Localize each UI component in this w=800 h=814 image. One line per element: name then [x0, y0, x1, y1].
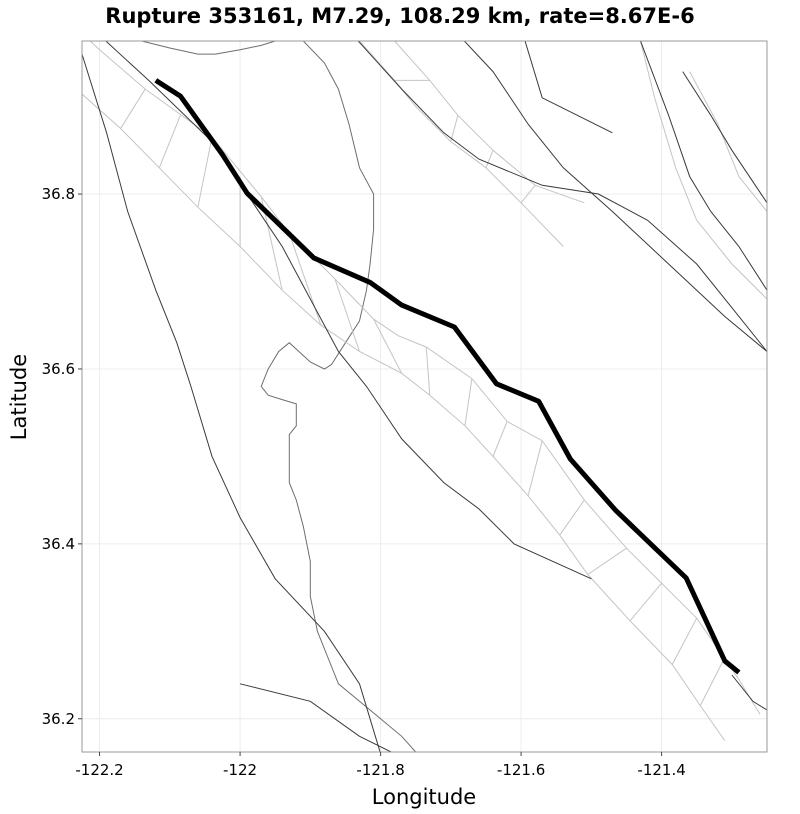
rupture-trace	[154, 78, 741, 675]
x-tick-label: -121.4	[637, 761, 685, 779]
fault-section-outline	[394, 41, 585, 204]
fault-trace	[463, 41, 767, 352]
fault-trace	[105, 41, 592, 580]
fault-section-divider	[671, 617, 698, 665]
fault-section-divider	[120, 88, 146, 129]
fault-trace	[640, 41, 767, 291]
fault-trace	[357, 41, 767, 352]
x-tick-label: -122	[223, 761, 257, 779]
fault-section-divider	[373, 318, 403, 374]
y-axis-title: Latitude	[7, 354, 31, 440]
fault-section-divider	[450, 115, 459, 142]
x-tick-label: -121.6	[497, 761, 545, 779]
fault-trace	[682, 71, 767, 204]
fault-section-divider	[485, 150, 494, 168]
x-axis-ticks: -122.2 -122 -121.8 -121.6 -121.4	[75, 752, 686, 779]
fault-section-divider	[699, 657, 726, 706]
y-tick-label: 36.6	[42, 360, 75, 378]
fault-trace	[82, 53, 381, 752]
fault-section-divider	[197, 137, 213, 208]
chart-title: Rupture 353161, M7.29, 108.29 km, rate=8…	[105, 4, 694, 28]
fault-section-divider	[520, 184, 536, 204]
x-axis-title: Longitude	[372, 785, 476, 809]
fault-section-outline	[82, 93, 726, 741]
fault-section-divider	[587, 547, 627, 575]
fault-section-divider	[334, 278, 360, 352]
fault-section-outline	[640, 41, 767, 300]
y-tick-label: 36.4	[42, 535, 75, 553]
gridlines	[82, 41, 767, 752]
fault-section-divider	[464, 378, 473, 426]
fault-section-divider	[158, 115, 181, 168]
x-tick-label: -121.8	[356, 761, 404, 779]
fault-section-divider	[425, 347, 431, 396]
fault-trace	[524, 41, 613, 134]
fault-section-outline	[689, 71, 767, 212]
coastline	[141, 41, 417, 752]
fault-section-outline	[359, 41, 564, 247]
x-tick-label: -122.2	[75, 761, 123, 779]
fault-section-divider	[559, 499, 585, 536]
fault-section-divider	[492, 421, 508, 457]
plot-panel-border	[81, 40, 768, 753]
y-tick-label: 36.2	[42, 710, 75, 728]
fault-trace	[239, 683, 393, 752]
y-axis-ticks: 36.2 36.4 36.6 36.8	[42, 185, 82, 728]
fault-trace	[731, 674, 767, 711]
fault-section-outline	[89, 41, 761, 715]
fault-section-divider	[527, 440, 543, 496]
fault-section-divider	[629, 582, 662, 622]
plot-area	[82, 41, 767, 752]
y-tick-label: 36.8	[42, 185, 75, 203]
